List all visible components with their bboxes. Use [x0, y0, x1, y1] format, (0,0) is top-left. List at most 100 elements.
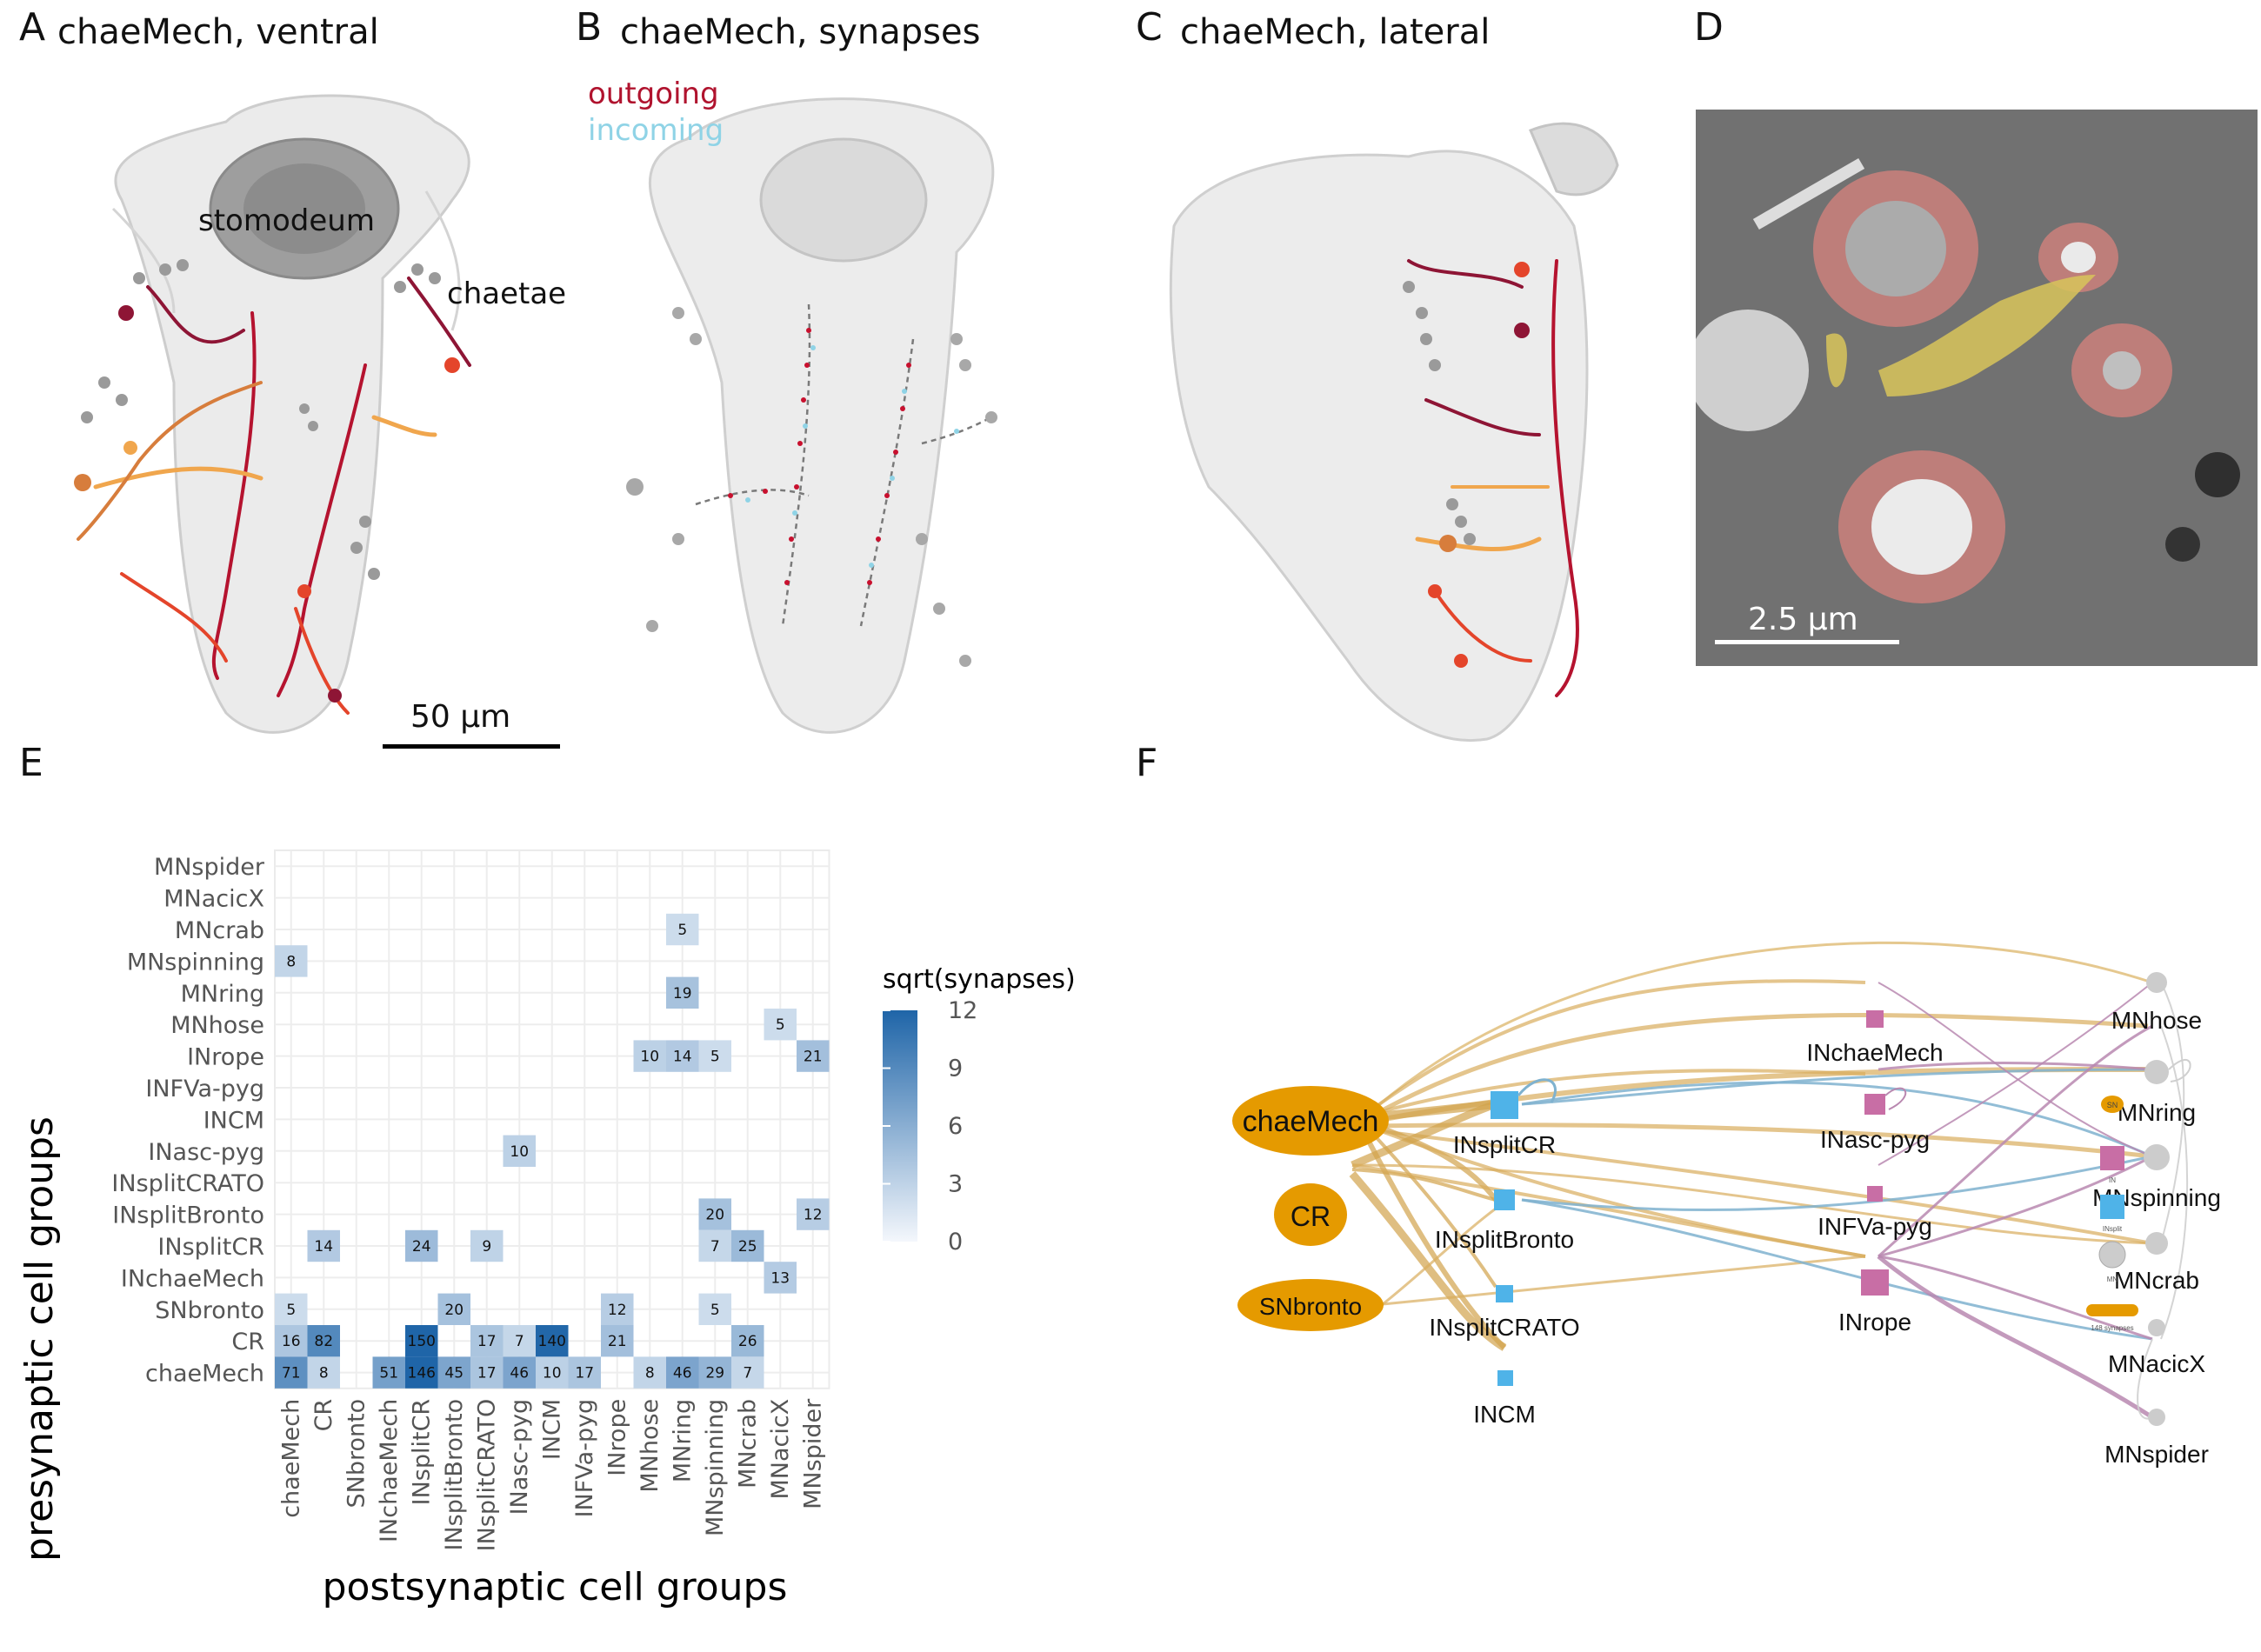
panel-a-title: chaeMech, ventral [57, 12, 379, 52]
legend-in-swatch [2100, 1146, 2124, 1170]
heatmap-cell-value: 17 [477, 1365, 497, 1382]
panel-b-render [626, 97, 997, 734]
node-snbronto-label: SNbronto [1259, 1293, 1362, 1320]
node-inasc-pyg-label: INasc-pyg [1820, 1126, 1930, 1153]
heatmap-cell-value: 140 [538, 1333, 566, 1350]
x-tick-label: MNspinning [702, 1399, 729, 1536]
x-tick-label: INFVa-pyg [571, 1399, 598, 1518]
network-edges [1349, 941, 2189, 1420]
heatmap-cell-value: 5 [710, 1302, 720, 1319]
heatmap-cell-value: 51 [379, 1365, 398, 1382]
heatmap-cell-value: 7 [743, 1365, 752, 1382]
node-insplitcrato [1496, 1285, 1513, 1302]
heatmap-cell-value: 29 [705, 1365, 724, 1382]
cell-bodies [74, 259, 460, 703]
panel-c-render [1169, 122, 1619, 742]
heatmap-cell [698, 1040, 731, 1072]
legend-in-label: IN [2109, 1176, 2116, 1184]
heatmap-cell [666, 976, 699, 1009]
node-mnspider-label: MNspider [2104, 1441, 2209, 1468]
node-mnring [2144, 1060, 2169, 1084]
panel-letter-b: B [576, 5, 603, 50]
node-insplitcr-label: INsplitCR [1453, 1131, 1556, 1158]
heatmap-cell [731, 1325, 764, 1357]
heatmap-cell-value: 5 [286, 1302, 296, 1319]
heatmap-cell-value: 5 [710, 1049, 720, 1066]
heatmap-cell [503, 1135, 536, 1167]
node-inchaemech [1866, 1010, 1884, 1028]
heatmap-cell-value: 46 [673, 1365, 692, 1382]
heatmap-y-ticks: MNspider MNacicX MNcrab MNspinning MNring MNh… [111, 854, 264, 1387]
heatmap-cell [503, 1325, 536, 1357]
node-inrope-label: INrope [1838, 1309, 1911, 1336]
heatmap-cell-value: 9 [482, 1238, 491, 1256]
heatmap-cell-value: 8 [645, 1365, 655, 1382]
heatmap-x-axis-label: postsynaptic cell groups [323, 1565, 788, 1609]
heatmap-cell-value: 7 [710, 1238, 720, 1256]
heatmap-cell [666, 1356, 699, 1389]
heatmap-cell [405, 1229, 438, 1262]
heatmap-cell-value: 146 [408, 1365, 436, 1382]
y-tick-label: INasc-pyg [148, 1139, 264, 1166]
panel-letter-e: E [19, 741, 43, 785]
heatmap-y-axis-label: presynaptic cell groups [17, 1116, 62, 1562]
heatmap-cell-value: 8 [286, 953, 296, 970]
neuron-arbors [77, 276, 471, 715]
self-loop-mnring [2168, 1058, 2191, 1082]
node-insplitcr [1491, 1091, 1518, 1119]
heatmap-cell [797, 1040, 830, 1072]
legend-mn-label: MN [2107, 1276, 2118, 1283]
heatmap-cell-value: 45 [444, 1365, 464, 1382]
heatmap-cell [731, 1229, 764, 1262]
node-cr [1274, 1183, 1347, 1246]
y-tick-label: MNspider [154, 854, 265, 881]
network-nodes: chaeMech CR SNbronto INsplitCR INsplitBr… [1232, 972, 2221, 1468]
x-tick-label: SNbronto [343, 1399, 370, 1509]
heatmap-cell [797, 1198, 830, 1230]
heatmap-cell [698, 1198, 731, 1230]
heatmap-cell [568, 1356, 601, 1389]
heatmap-cell [698, 1356, 731, 1389]
heatmap-cell [764, 1262, 797, 1294]
node-cr-label: CR [1291, 1201, 1331, 1232]
node-mnspinning [2144, 1144, 2170, 1170]
legend-title: sqrt(synapses) [883, 964, 1076, 995]
heatmap-cell-value: 17 [575, 1365, 594, 1382]
legend-ticks: 12 9 6 3 0 [883, 997, 977, 1256]
heatmap-cell [633, 1040, 666, 1072]
heatmap-cell [275, 1293, 308, 1325]
heatmap-cell [437, 1356, 470, 1389]
heatmap-cell [307, 1229, 340, 1262]
x-tick-label: INchaeMech [376, 1399, 403, 1542]
heatmap-cell [698, 1293, 731, 1325]
heatmap-cell-value: 20 [444, 1302, 464, 1319]
network-legend: SN IN INsplit MN 148 synapses [2086, 1096, 2138, 1332]
heatmap-cell-value: 8 [319, 1365, 329, 1382]
heatmap-cell [470, 1325, 504, 1357]
y-tick-label: SNbronto [155, 1297, 264, 1324]
node-mnacicx-label: MNacicX [2108, 1350, 2205, 1377]
panel-letter-a: A [19, 5, 46, 50]
heatmap-cell [307, 1325, 340, 1357]
y-tick-label: INFVa-pyg [145, 1076, 264, 1102]
heatmap-cell-value: 10 [510, 1143, 529, 1161]
x-tick-label: INsplitBronto [441, 1399, 468, 1551]
heatmap-cell [536, 1356, 569, 1389]
legend-tick-label: 6 [948, 1113, 963, 1140]
heatmap-cell [698, 1229, 731, 1262]
legend-outgoing: outgoing [588, 77, 719, 111]
x-tick-label: INasc-pyg [506, 1399, 533, 1515]
y-tick-label: INCM [203, 1107, 264, 1134]
legend-insplit-label: INsplit [2103, 1225, 2123, 1233]
node-insplitbronto-label: INsplitBronto [1435, 1226, 1574, 1253]
y-tick-label: CR [231, 1329, 264, 1356]
heatmap-cell-value: 5 [677, 922, 687, 939]
heatmap-cell [470, 1229, 504, 1262]
node-insplitcrato-label: INsplitCRATO [1429, 1314, 1579, 1341]
heatmap-cell [405, 1356, 438, 1389]
node-mnacicx [2148, 1319, 2165, 1336]
scalebar-2-5um-label: 2.5 µm [1748, 602, 1858, 637]
y-tick-label: INchaeMech [121, 1265, 264, 1292]
y-tick-label: INsplitCRATO [111, 1170, 264, 1197]
